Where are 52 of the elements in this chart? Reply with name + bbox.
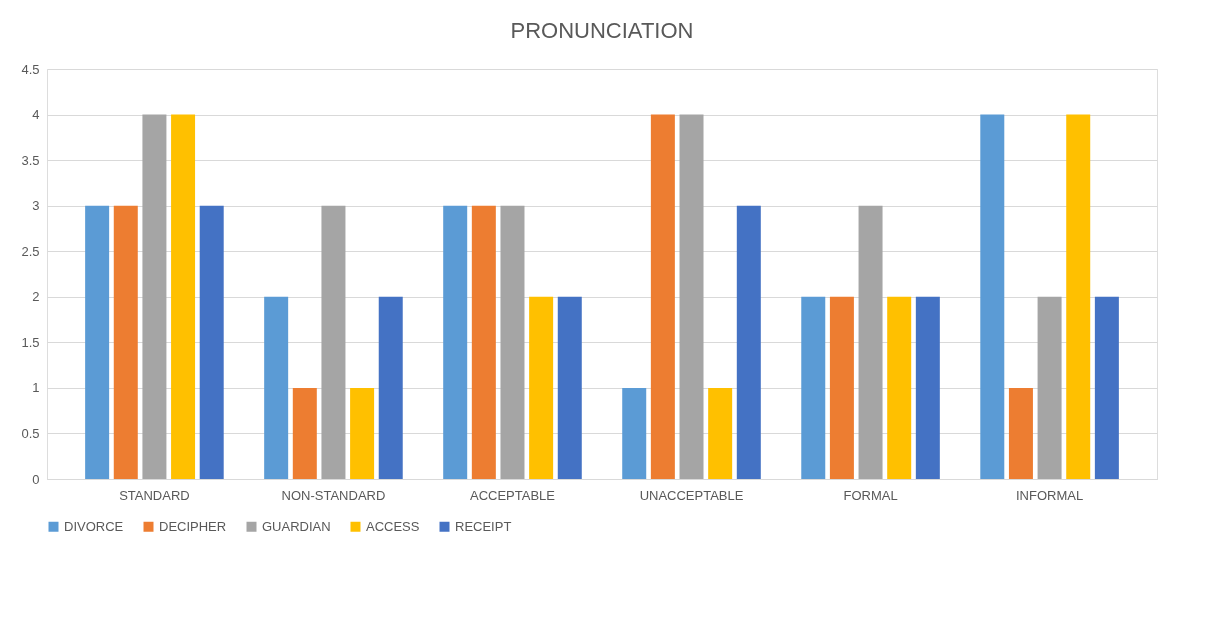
chart-title: PRONUNCIATION: [510, 18, 694, 43]
bar: [85, 205, 110, 479]
y-tick-label: 1: [32, 380, 40, 396]
bar: [1008, 387, 1033, 479]
bar: [264, 296, 289, 479]
bar: [736, 205, 761, 479]
bar: [378, 296, 403, 479]
y-tick-label: 2.5: [21, 243, 40, 259]
y-tick-label: 0.5: [21, 425, 40, 441]
x-tick-label: NON-STANDARD: [281, 487, 386, 503]
x-tick-label: ACCEPTABLE: [469, 487, 556, 503]
y-tick-label: 3.5: [21, 152, 40, 168]
bar: [171, 114, 196, 479]
bar: [500, 205, 525, 479]
bar: [980, 114, 1005, 479]
x-tick-label: STANDARD: [119, 487, 190, 503]
bar: [471, 205, 496, 479]
y-tick-label: 2: [32, 289, 40, 305]
bar: [142, 114, 167, 479]
legend-label: GUARDIAN: [262, 518, 331, 534]
legend-label: ACCESS: [366, 518, 420, 534]
bar: [1037, 296, 1062, 479]
legend-label: DECIPHER: [159, 518, 227, 534]
bar: [887, 296, 912, 479]
y-tick-label: 3: [32, 198, 40, 214]
bar: [708, 387, 733, 479]
bar: [1066, 114, 1091, 479]
bar: [650, 114, 675, 479]
bar: [292, 387, 317, 479]
bar: [529, 296, 554, 479]
y-tick-label: 1.5: [21, 334, 40, 350]
bar: [443, 205, 468, 479]
bar: [679, 114, 704, 479]
x-tick-label: INFORMAL: [1015, 487, 1084, 503]
bar: [321, 205, 346, 479]
bar: [829, 296, 854, 479]
bar: [199, 205, 224, 479]
bar: [557, 296, 582, 479]
bar: [622, 387, 647, 479]
legend-label: DIVORCE: [64, 518, 124, 534]
bar: [113, 205, 138, 479]
y-tick-label: 4: [32, 107, 40, 123]
bar: [858, 205, 883, 479]
bar: [915, 296, 940, 479]
y-tick-label: 4.5: [21, 61, 40, 77]
bar: [1094, 296, 1119, 479]
x-tick-label: FORMAL: [843, 487, 898, 503]
y-tick-label: 0: [32, 471, 40, 487]
bar: [350, 387, 375, 479]
x-tick-label: UNACCEPTABLE: [639, 487, 744, 503]
bar: [801, 296, 826, 479]
legend-label: RECEIPT: [455, 518, 512, 534]
